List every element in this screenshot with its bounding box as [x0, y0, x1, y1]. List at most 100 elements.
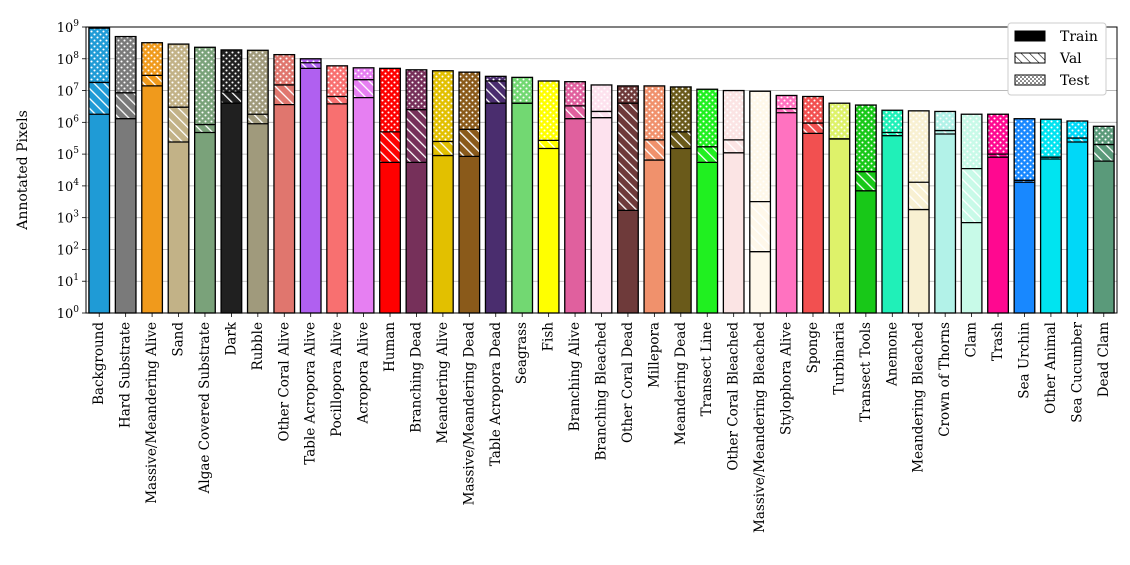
bar-segment-train	[776, 112, 797, 313]
bar-segment-train	[696, 162, 718, 313]
x-tick-label: Massive/Meandering Alive	[144, 322, 160, 504]
bar-acropora-alive	[352, 67, 375, 314]
bar-segment-train	[1067, 142, 1088, 313]
bar-turbinaria	[828, 102, 851, 314]
bar-segment-val-pattern	[379, 131, 401, 163]
bar-segment-test-pattern	[1014, 118, 1035, 181]
bar-segment-train	[961, 222, 982, 313]
bar-other-coral-bleached	[722, 89, 745, 314]
bar-segment-test-pattern	[591, 84, 612, 112]
bar-segment-test-pattern	[168, 44, 189, 108]
bar-segment-test-pattern	[934, 111, 956, 131]
bar-segment-train	[855, 190, 877, 313]
bar-segment-train	[326, 103, 348, 314]
bar-segment-train	[273, 104, 295, 313]
bar-segment-val-pattern	[1093, 144, 1115, 162]
bar-segment-test-pattern	[115, 36, 136, 93]
bar-massive-meandering-bleached	[749, 90, 772, 314]
bar-segment-train	[723, 152, 744, 313]
x-tick-label: Algae Covered Substrate	[197, 322, 213, 494]
bar-crown-of-thorns	[934, 110, 957, 314]
bar-transect-line	[696, 88, 719, 314]
bar-segment-test-pattern	[326, 65, 348, 97]
y-tick-label: 107	[57, 83, 80, 100]
bar-segment-test-pattern	[644, 85, 665, 140]
bar-segment-val-pattern	[273, 84, 295, 105]
bar-segment-test-pattern	[987, 114, 1009, 155]
y-axis-label: Annotated Pixels	[15, 110, 31, 231]
bar-transect-tools	[854, 104, 877, 314]
x-tick-label: Rubble	[250, 322, 266, 370]
bar-segment-test-pattern	[617, 85, 639, 104]
bar-human	[379, 67, 401, 314]
bar-segment-train	[908, 209, 930, 313]
bar-segment-test-pattern	[221, 49, 242, 93]
bar-dark	[220, 49, 243, 314]
bar-segment-val-pattern	[326, 96, 348, 104]
x-tick-label: Transect Line	[699, 322, 715, 416]
bar-segment-val-pattern	[141, 75, 163, 86]
x-tick-label: Fish	[541, 322, 557, 352]
x-tick-label: Branching Bleached	[594, 322, 610, 461]
bar-segment-val-pattern	[459, 129, 480, 157]
bar-segment-train	[406, 162, 427, 313]
bar-segment-train	[88, 114, 110, 313]
bar-segment-val-pattern	[644, 139, 665, 161]
bar-segment-train	[564, 118, 586, 313]
bar-segment-val-pattern	[221, 92, 242, 104]
bar-rubble	[246, 49, 269, 314]
bar-segment-val-pattern	[723, 139, 744, 153]
bar-sand	[167, 43, 190, 314]
bar-segment-train	[987, 157, 1009, 313]
bar-segment-test-pattern	[194, 47, 216, 125]
bar-segment-test-pattern	[406, 69, 427, 110]
bar-other-coral-dead	[616, 85, 639, 314]
x-tick-label: Table Acropora Alive	[303, 322, 319, 465]
y-tick-label: 105	[57, 146, 80, 163]
bar-segment-train	[1040, 159, 1062, 313]
bar-fish	[537, 80, 560, 314]
bar-trash	[987, 113, 1009, 314]
bar-segment-train	[511, 103, 533, 313]
bar-algae-covered-substrate	[194, 46, 216, 314]
legend-label-train: Train	[1060, 29, 1098, 45]
bar-segment-val-pattern	[696, 146, 718, 163]
y-tick-label: 106	[57, 114, 80, 131]
bar-meandering-dead	[669, 86, 692, 314]
x-tick-label: Dead Clam	[1096, 322, 1112, 397]
bar-segment-train	[194, 132, 216, 313]
bar-millepora	[643, 85, 666, 314]
bar-segment-test-pattern	[881, 110, 903, 133]
y-tick-label: 104	[57, 178, 80, 195]
bar-segment-test-pattern	[379, 68, 401, 132]
bar-segment-train	[115, 118, 136, 313]
bar-segment-val-pattern	[168, 107, 189, 143]
bar-segment-val-pattern	[485, 80, 507, 104]
x-tick-label: Sea Cucumber	[1069, 321, 1085, 422]
x-tick-label: Meandering Alive	[435, 322, 451, 444]
bar-segment-train	[802, 133, 824, 313]
x-tick-label: Massive/Meandering Dead	[461, 322, 477, 506]
x-tick-label: Background	[91, 322, 107, 405]
bar-segment-val-pattern	[247, 114, 269, 124]
x-tick-label: Human	[382, 322, 398, 372]
bar-segment-train	[168, 142, 189, 313]
bar-seagrass	[511, 76, 534, 314]
bar-segment-train	[644, 160, 665, 313]
bar-segment-val-pattern	[591, 111, 612, 118]
bar-segment-test-pattern	[300, 58, 322, 63]
bar-segment-val-pattern	[432, 141, 454, 156]
bar-segment-test-pattern	[908, 110, 930, 183]
legend-swatch-val	[1014, 52, 1046, 64]
bar-segment-train	[141, 85, 163, 314]
bar-segment-test-pattern	[564, 81, 586, 106]
bar-segment-val-pattern	[987, 154, 1009, 158]
x-tick-label: Sponge	[805, 322, 821, 373]
bar-segment-train	[432, 155, 454, 313]
x-tick-label: Dark	[223, 321, 239, 355]
legend-label-test: Test	[1060, 73, 1090, 89]
bar-segment-train	[300, 68, 322, 313]
bar-segment-val-pattern	[1014, 180, 1035, 183]
bar-segment-val-pattern	[300, 62, 322, 69]
